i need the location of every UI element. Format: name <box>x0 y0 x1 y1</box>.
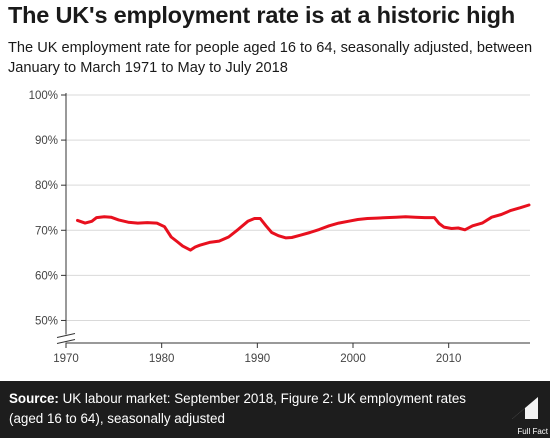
x-tick-label: 1970 <box>53 353 79 365</box>
series-line <box>76 203 531 252</box>
source-label: Source: <box>9 391 59 406</box>
source-text: UK labour market: September 2018, Figure… <box>9 391 466 426</box>
chart-title: The UK's employment rate is at a histori… <box>8 2 515 28</box>
employment-rate-chart: 50% 60% 70% 80% 90% 100% 1970 1980 1990 2000 2010 <box>29 90 531 365</box>
y-tick-label: 80% <box>35 180 58 192</box>
gridlines <box>66 94 530 321</box>
axes <box>56 93 530 348</box>
y-tick-label: 50% <box>35 315 58 327</box>
brand-label: Full Fact <box>517 427 548 436</box>
y-tick-label: 60% <box>35 270 58 282</box>
x-tick-label: 2000 <box>340 353 366 365</box>
footer: Source: UK labour market: September 2018… <box>0 381 550 438</box>
x-tick-label: 1980 <box>149 353 175 365</box>
chart-subtitle: The UK employment rate for people aged 1… <box>8 40 533 76</box>
y-tick-label: 100% <box>29 90 58 102</box>
tick-labels: 50% 60% 70% 80% 90% 100% 1970 1980 1990 2000 2010 <box>29 90 462 365</box>
y-axis-break-icon <box>56 333 76 344</box>
y-tick-label: 70% <box>35 225 58 237</box>
y-tick-label: 90% <box>35 135 58 147</box>
source-note: Source: UK labour market: September 2018… <box>9 389 479 429</box>
full-fact-logo-icon <box>512 397 538 419</box>
x-tick-label: 1990 <box>245 353 271 365</box>
series-layer <box>76 203 531 252</box>
x-tick-label: 2010 <box>436 353 462 365</box>
